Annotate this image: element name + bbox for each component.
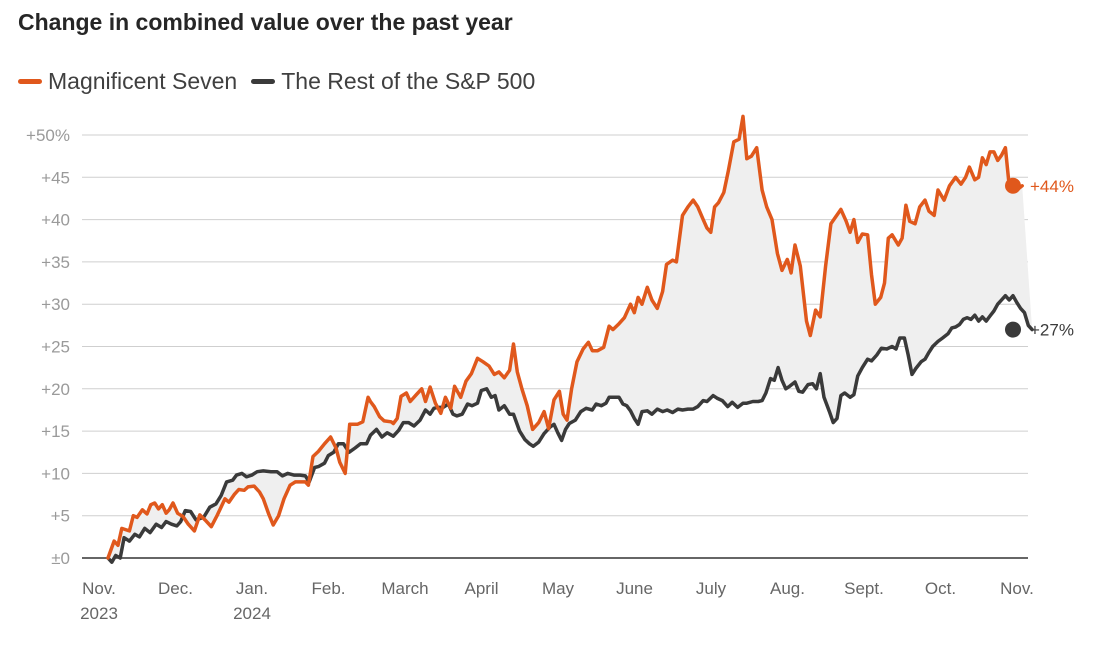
y-tick-label: +50%	[26, 126, 70, 145]
legend-label-magnificent-seven: Magnificent Seven	[48, 68, 238, 94]
x-tick-label: Nov.	[82, 579, 116, 598]
y-tick-label: +40	[41, 211, 70, 230]
y-tick-label: ±0	[51, 549, 70, 568]
x-tick-label: Aug.	[770, 579, 805, 598]
end-dot-magnificent-seven	[1005, 177, 1021, 194]
legend-label-rest-of-sp500: The Rest of the S&P 500	[281, 68, 536, 94]
y-tick-label: +30	[41, 295, 70, 314]
x-tick-label: July	[696, 579, 727, 598]
x-tick-label: Dec.	[158, 579, 193, 598]
gap-shading	[108, 116, 1033, 563]
series-lines	[106, 114, 1034, 564]
chart-title: Change in combined value over the past y…	[18, 9, 513, 35]
x-tick-label: March	[381, 579, 428, 598]
y-tick-label: +25	[41, 338, 70, 357]
series-line-magnificent-seven	[106, 114, 1024, 560]
x-tick-sublabel: 2023	[80, 604, 118, 623]
end-dot-rest-of-sp500	[1005, 321, 1021, 338]
y-tick-label: +15	[41, 422, 70, 441]
y-tick-label: +45	[41, 168, 70, 187]
y-tick-label: +35	[41, 253, 70, 272]
x-tick-label: Nov.	[1000, 579, 1034, 598]
x-tick-label: Jan.	[236, 579, 268, 598]
y-tick-label: +20	[41, 380, 70, 399]
x-axis: Nov. 2023 Dec. Jan. 2024 Feb. March April May Jun…	[80, 579, 1034, 623]
x-tick-label: Oct.	[925, 579, 956, 598]
y-tick-label: +10	[41, 464, 70, 483]
series-line-rest-of-sp500	[106, 293, 1034, 564]
y-tick-label: +5	[51, 507, 70, 526]
legend-swatch-rest-of-sp500	[251, 79, 276, 84]
x-tick-sublabel: 2024	[233, 604, 271, 623]
gap-area	[108, 116, 1033, 563]
x-tick-label: Feb.	[311, 579, 345, 598]
legend-item-rest-of-sp500: The Rest of the S&P 500	[251, 68, 535, 95]
legend-item-magnificent-seven: Magnificent Seven	[18, 68, 237, 95]
x-tick-label: May	[542, 579, 575, 598]
end-label-magnificent-seven: +44%	[1030, 177, 1074, 196]
x-tick-label: June	[616, 579, 653, 598]
legend: Magnificent Seven The Rest of the S&P 50…	[18, 68, 549, 95]
y-axis: ±0 +5 +10 +15 +20 +25 +30 +35 +40 +45 +50%	[26, 126, 70, 568]
end-markers: +44% +27%	[1005, 177, 1074, 340]
x-tick-label: Sept.	[844, 579, 884, 598]
x-tick-label: April	[464, 579, 498, 598]
end-label-rest-of-sp500: +27%	[1030, 321, 1074, 340]
legend-swatch-magnificent-seven	[18, 79, 42, 84]
